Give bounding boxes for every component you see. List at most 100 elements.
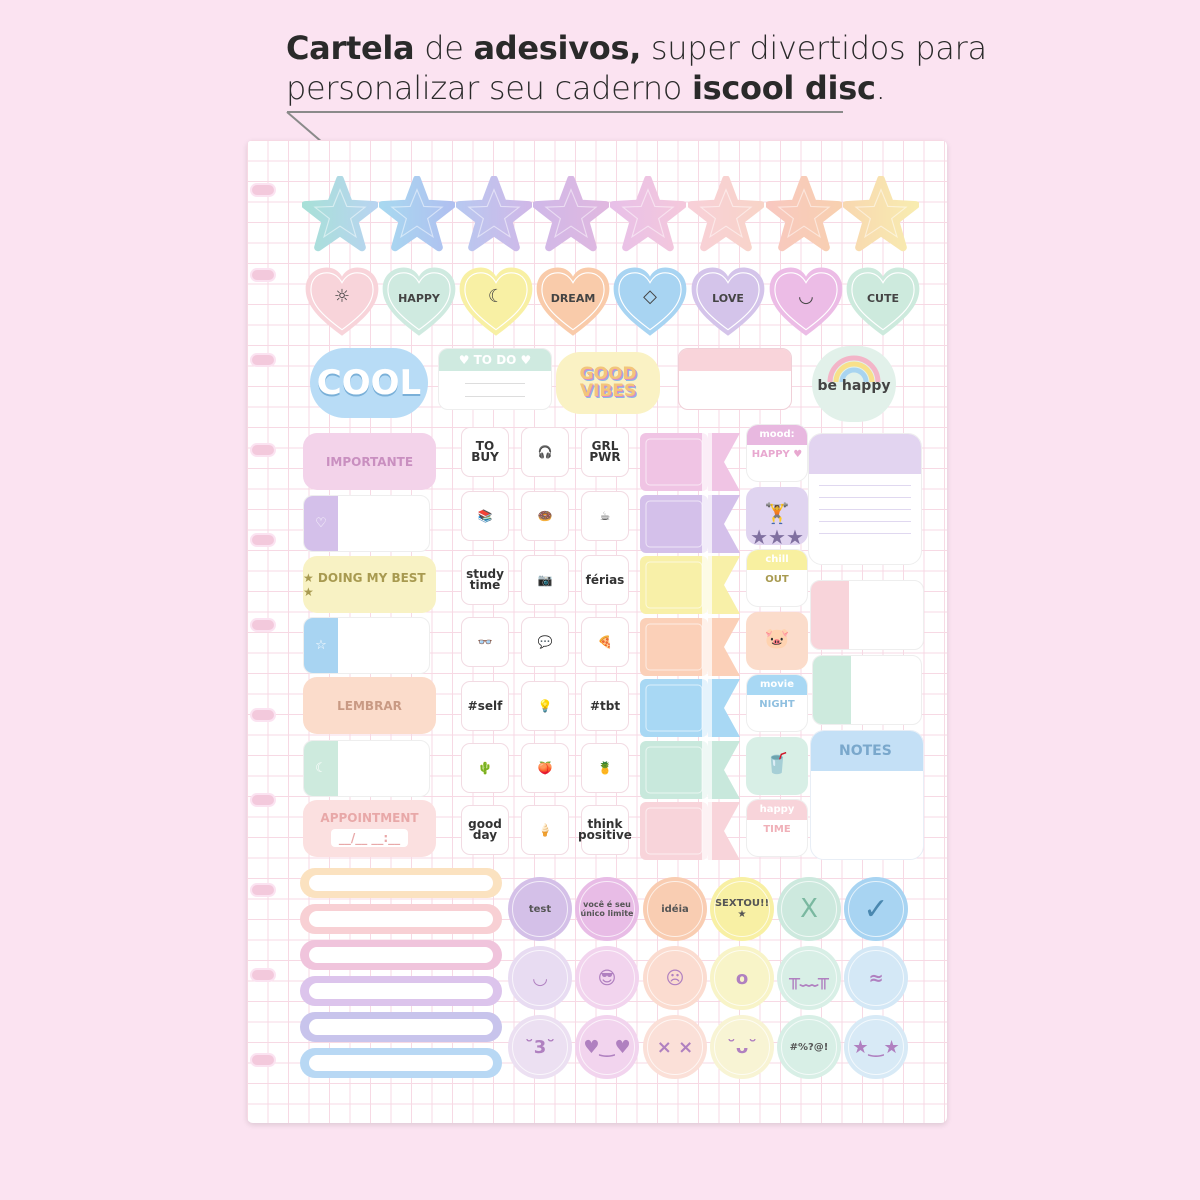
icon-sticker[interactable]: ☕ <box>581 491 629 541</box>
label-bar-sticker[interactable] <box>300 868 502 898</box>
headline-line-1: Cartela de adesivos, super divertidos pa… <box>286 28 987 68</box>
icon-sticker[interactable]: 🌵 <box>461 743 509 793</box>
icon-sticker[interactable]: 🍑 <box>521 743 569 793</box>
round-sticker[interactable]: SEXTOU!! ★ <box>710 877 774 941</box>
label-sticker[interactable]: ★ DOING MY BEST ★ <box>303 556 436 613</box>
icon-sticker[interactable]: think positive <box>578 805 632 855</box>
round-sticker[interactable]: ★‿★ <box>844 1015 908 1079</box>
star-sticker[interactable] <box>609 175 687 252</box>
label-bar-sticker[interactable] <box>300 1012 502 1042</box>
headline-segment: iscool disc <box>691 69 876 107</box>
bookmark-flag-sticker[interactable] <box>640 494 740 553</box>
round-sticker[interactable]: o <box>710 946 774 1010</box>
icon-sticker[interactable]: 🍦 <box>521 805 569 855</box>
mini-sticker[interactable]: 🏋 ★★★ <box>746 486 808 545</box>
bookmark-flag-sticker[interactable] <box>640 740 740 799</box>
heart-sticker[interactable]: ◡ <box>768 266 844 338</box>
star-sticker[interactable] <box>842 175 920 252</box>
label-text: IMPORTANTE <box>325 454 414 469</box>
mini-sticker[interactable]: 🐷 <box>746 611 808 670</box>
round-sticker[interactable]: ☹ <box>643 946 707 1010</box>
heart-sticker[interactable]: LOVE <box>690 266 766 338</box>
icon-sticker[interactable]: férias <box>581 555 629 605</box>
notepad-line <box>819 497 911 498</box>
icon-sticker[interactable]: #self <box>461 681 509 731</box>
round-sticker[interactable]: ◡ <box>508 946 572 1010</box>
mini-sticker[interactable]: movie NIGHT <box>746 674 808 732</box>
blank-card-sticker[interactable] <box>678 348 792 410</box>
notes-sticker[interactable]: NOTES <box>810 730 924 860</box>
heart-sticker[interactable]: HAPPY <box>381 266 457 338</box>
icon-sticker[interactable]: 📚 <box>461 491 509 541</box>
round-sticker[interactable]: ˘ᴗ˘ <box>710 1015 774 1079</box>
mini-sticker[interactable]: happy TIME <box>746 799 808 857</box>
round-sticker[interactable]: test <box>508 877 572 941</box>
round-sticker[interactable]: ≈ <box>844 946 908 1010</box>
label-bar-sticker[interactable] <box>300 1048 502 1078</box>
rainbow-icon <box>827 355 881 383</box>
mini-header: chill <box>747 550 807 570</box>
bookmark-flag-sticker[interactable] <box>640 556 740 614</box>
bookmark-flag-sticker[interactable] <box>640 617 740 676</box>
todo-sticker[interactable]: ♥ TO DO ♥ <box>438 348 552 410</box>
round-sticker[interactable]: você é seu único limite <box>575 877 639 941</box>
round-sticker[interactable]: X <box>777 877 841 941</box>
bookmark-flag-sticker[interactable] <box>640 802 740 860</box>
heart-sticker[interactable]: DREAM <box>535 266 611 338</box>
star-tab-sticker[interactable] <box>810 580 924 650</box>
icon-sticker[interactable]: 💡 <box>521 681 569 731</box>
icon-sticker[interactable]: GRL PWR <box>581 427 629 477</box>
cool-sticker[interactable]: COOL <box>310 348 428 418</box>
round-sticker[interactable]: #%?@! <box>777 1015 841 1079</box>
icon-sticker[interactable]: 🍩 <box>521 491 569 541</box>
label-sticker[interactable]: IMPORTANTE <box>303 433 436 490</box>
label-bar-sticker[interactable] <box>300 976 502 1006</box>
round-sticker[interactable]: ╥﹏╥ <box>777 946 841 1010</box>
binder-ring <box>250 1053 276 1067</box>
tab-sticker[interactable]: ☾ <box>303 740 430 797</box>
icon-sticker[interactable]: 👓 <box>461 617 509 667</box>
mini-sticker[interactable]: mood: HAPPY ♥ <box>746 424 808 482</box>
icon-sticker[interactable]: 📷 <box>521 555 569 605</box>
icon-sticker[interactable]: TO BUY <box>461 427 509 477</box>
star-sticker[interactable] <box>301 175 379 252</box>
icon-sticker[interactable]: 🍍 <box>581 743 629 793</box>
icon-sticker[interactable]: 🎧 <box>521 427 569 477</box>
round-sticker[interactable]: ✓ <box>844 877 908 941</box>
icon-sticker[interactable]: study time <box>461 555 509 605</box>
label-sticker[interactable]: LEMBRAR <box>303 677 436 734</box>
star-sticker[interactable] <box>455 175 533 252</box>
round-sticker[interactable]: ˘3˘ <box>508 1015 572 1079</box>
icon-sticker[interactable]: #tbt <box>581 681 629 731</box>
label-bar-sticker[interactable] <box>300 940 502 970</box>
star-sticker[interactable] <box>687 175 765 252</box>
heart-sticker[interactable]: ◇ <box>612 266 688 338</box>
round-sticker[interactable]: × × <box>643 1015 707 1079</box>
bookmark-flag-sticker[interactable] <box>640 433 740 491</box>
icon-sticker[interactable]: 🍕 <box>581 617 629 667</box>
icon-sticker[interactable]: 💬 <box>521 617 569 667</box>
tab-sticker[interactable]: ☆ <box>303 617 430 674</box>
label-sticker[interactable]: APPOINTMENT __/__ __:__ <box>303 800 436 857</box>
round-sticker[interactable]: idéia <box>643 877 707 941</box>
round-sticker[interactable]: ♥‿♥ <box>575 1015 639 1079</box>
good-vibes-sticker[interactable]: GOOD VIBES <box>556 352 660 414</box>
heart-tab-sticker[interactable] <box>812 655 922 725</box>
round-sticker[interactable]: 😎 <box>575 946 639 1010</box>
star-sticker[interactable] <box>378 175 456 252</box>
heart-sticker[interactable]: ☼ <box>304 266 380 338</box>
notepad-sticker[interactable] <box>808 433 922 565</box>
label-bar-sticker[interactable] <box>300 904 502 934</box>
mini-sticker[interactable]: 🥤 <box>746 736 808 795</box>
heart-sticker[interactable]: ☾ <box>458 266 534 338</box>
heart-sticker[interactable]: CUTE <box>845 266 921 338</box>
mini-sticker[interactable]: chill OUT <box>746 549 808 607</box>
be-happy-sticker[interactable]: be happy <box>812 346 896 422</box>
star-sticker[interactable] <box>532 175 610 252</box>
icon-sticker[interactable]: good day <box>461 805 509 855</box>
tab-sticker[interactable]: ♡ <box>303 495 430 552</box>
bookmark-flag-sticker[interactable] <box>640 679 740 737</box>
headline-segment: super divertidos para <box>641 29 987 67</box>
binder-ring <box>250 183 276 197</box>
star-sticker[interactable] <box>765 175 843 252</box>
